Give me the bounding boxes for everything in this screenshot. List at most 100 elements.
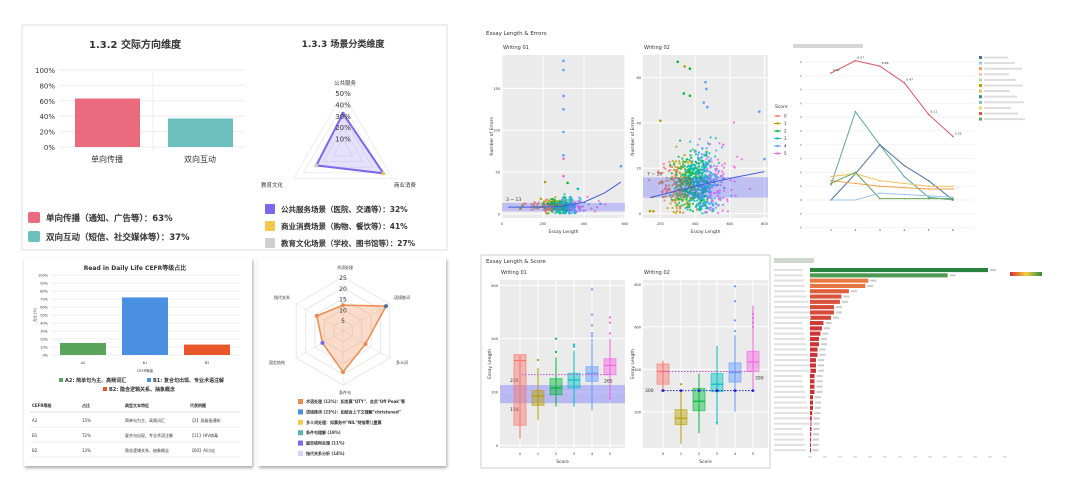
hbar[interactable] xyxy=(810,411,813,416)
scatter-point xyxy=(674,165,677,168)
value-label-blurred xyxy=(832,316,839,319)
scatter-point xyxy=(703,195,706,198)
chart-title-blurred xyxy=(793,44,863,48)
bar-单向传播[interactable] xyxy=(75,98,140,147)
hbar[interactable] xyxy=(810,368,816,373)
hbar[interactable] xyxy=(810,294,842,299)
hbar[interactable] xyxy=(810,305,834,310)
table-cell: 【2】班级接通知 xyxy=(190,417,221,423)
scatter-point xyxy=(717,161,721,165)
box-score-3[interactable] xyxy=(710,373,724,393)
hbar[interactable] xyxy=(810,384,815,389)
hbar[interactable] xyxy=(810,326,822,331)
scatter-point xyxy=(699,197,702,201)
scatter-point xyxy=(657,170,660,173)
legend-swatch xyxy=(979,95,982,99)
radar-tick: 20 xyxy=(339,286,347,293)
box-score-1[interactable] xyxy=(531,390,545,406)
hbar[interactable] xyxy=(810,352,818,357)
bar-B2[interactable] xyxy=(184,344,230,355)
hbar[interactable] xyxy=(810,278,869,283)
line-point xyxy=(903,182,905,185)
bar-B1[interactable] xyxy=(122,297,168,355)
hbar[interactable] xyxy=(810,342,819,347)
bar-双向互动[interactable] xyxy=(168,118,233,147)
chart-title: 1.3.3 场景分类维度 xyxy=(302,38,386,50)
legend-swatch xyxy=(979,56,982,59)
hbar[interactable] xyxy=(810,427,812,432)
hbar[interactable] xyxy=(810,448,811,453)
scatter-point xyxy=(562,59,565,63)
scatter-point xyxy=(545,207,548,211)
hbar[interactable] xyxy=(810,395,813,400)
bar-A2[interactable] xyxy=(60,343,106,355)
scatter-point xyxy=(686,161,690,164)
hbar[interactable] xyxy=(810,331,821,336)
box-score-3[interactable] xyxy=(567,372,581,389)
scatter-point xyxy=(669,165,672,168)
hbar[interactable] xyxy=(810,358,816,363)
scatter-point xyxy=(676,197,679,200)
hbar[interactable] xyxy=(810,321,824,326)
hbar[interactable] xyxy=(810,268,988,273)
table-cell: 【60】AI讨论 xyxy=(190,447,215,453)
x-tick-label: 5 xyxy=(609,452,611,456)
hbar[interactable] xyxy=(810,336,819,341)
scatter-point xyxy=(689,208,692,212)
radar-tick: 30% xyxy=(335,113,351,121)
x-tick-label: A2 xyxy=(81,361,86,365)
box-score-2[interactable] xyxy=(692,387,706,412)
x-tick-label: 单向传播 xyxy=(91,154,123,164)
hbar[interactable] xyxy=(810,405,813,410)
hbar[interactable] xyxy=(810,310,834,315)
scatter-point xyxy=(689,197,692,200)
box-score-4[interactable] xyxy=(585,366,599,382)
radar-tick: 10% xyxy=(335,136,351,144)
scatter-point xyxy=(674,200,677,203)
hbar[interactable] xyxy=(810,432,812,437)
hbar[interactable] xyxy=(810,299,840,304)
hbar[interactable] xyxy=(810,389,815,394)
box-score-0[interactable] xyxy=(513,354,527,426)
value-label-blurred xyxy=(825,322,832,324)
hbar[interactable] xyxy=(810,273,948,278)
scatter-point xyxy=(722,203,725,206)
box-score-2[interactable] xyxy=(549,378,563,396)
box-score-5[interactable] xyxy=(603,358,617,376)
hbar[interactable] xyxy=(810,442,811,447)
hbar[interactable] xyxy=(810,400,813,405)
scatter-point xyxy=(695,173,698,177)
table-cell: A2 xyxy=(32,418,38,423)
hbar[interactable] xyxy=(810,437,811,442)
reference-label: 300 xyxy=(645,388,654,394)
y-tick-label: 80% xyxy=(40,290,48,294)
bar-label-blurred xyxy=(774,316,811,319)
scatter-point xyxy=(691,198,694,202)
y-tick-mark xyxy=(800,61,802,63)
hbar[interactable] xyxy=(810,363,816,368)
y-tick-mark xyxy=(800,143,802,146)
outlier-point xyxy=(608,332,612,335)
outlier-point xyxy=(590,313,594,316)
box-score-1[interactable] xyxy=(674,409,688,426)
hbar[interactable] xyxy=(810,416,812,421)
hbar[interactable] xyxy=(810,315,831,320)
scatter-point xyxy=(562,174,565,178)
hbar[interactable] xyxy=(810,374,815,379)
scatter-point xyxy=(587,203,590,206)
scatter-point xyxy=(679,206,682,209)
scatter-point xyxy=(714,137,717,140)
hbar[interactable] xyxy=(810,289,849,294)
scatter-point xyxy=(700,165,704,168)
box-score-0[interactable] xyxy=(656,363,670,385)
hbar[interactable] xyxy=(810,283,866,288)
legend-label-blurred xyxy=(984,67,1022,70)
hbar[interactable] xyxy=(810,379,815,384)
scatter-point xyxy=(710,197,714,200)
x-tick-label: 4 xyxy=(903,228,905,232)
hbar[interactable] xyxy=(810,347,818,352)
scatter-point xyxy=(684,160,688,163)
value-label-blurred xyxy=(813,417,820,420)
panel-title: Writing 02 xyxy=(644,270,670,276)
scatter-point xyxy=(686,180,689,184)
